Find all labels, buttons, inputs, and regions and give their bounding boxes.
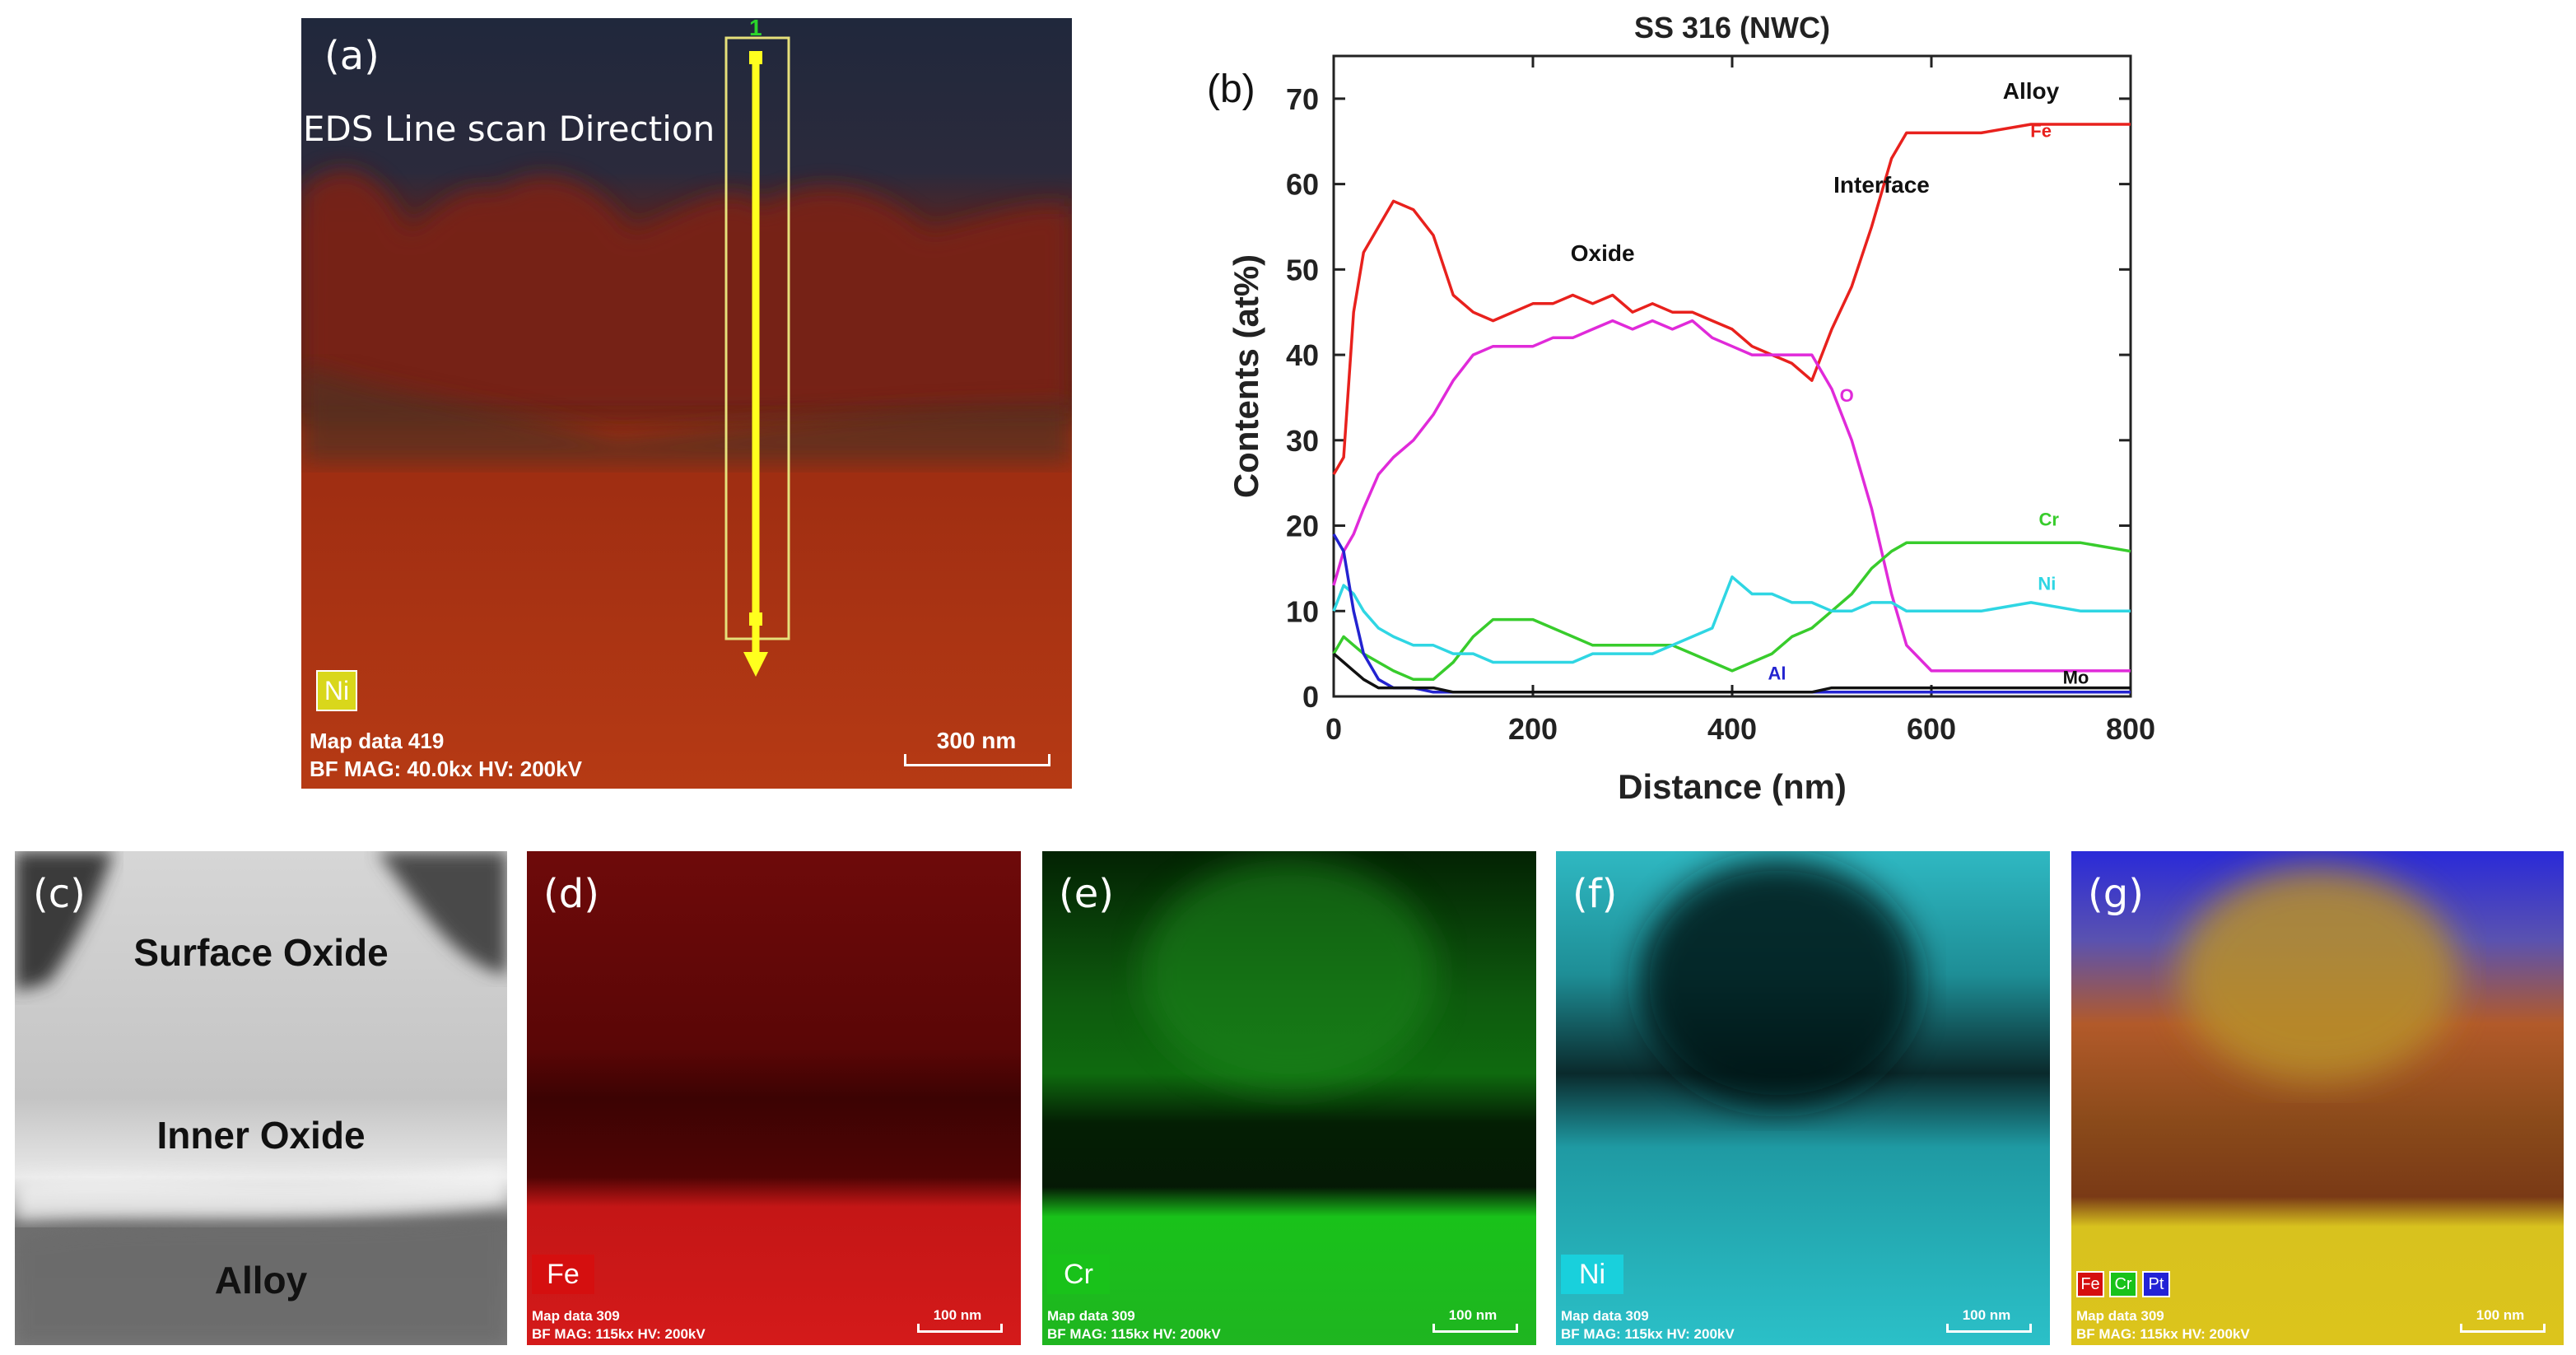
alloy-label: Alloy	[214, 1259, 308, 1301]
legend-ni: Ni	[316, 670, 357, 711]
panel-a-map-info: Map data 419 BF MAG: 40.0kx HV: 200kV	[310, 728, 582, 784]
cr-element-tag: Cr	[1047, 1255, 1110, 1294]
scan-direction-text: EDS Line scan Direction	[303, 109, 715, 149]
x-tick-label: 200	[1508, 712, 1558, 746]
panel-a-eds-map: (a) 1 EDS Line scan Direction Fe Cr Al N…	[301, 18, 1072, 789]
scale-bar	[2460, 1324, 2546, 1333]
series-line-ni	[1332, 575, 2131, 664]
annotation-fe: Fe	[2030, 121, 2052, 142]
series-line-fe	[1332, 123, 2131, 476]
mag-line: BF MAG: 115kx HV: 200kV	[1561, 1326, 1735, 1343]
legend-fe: Fe	[2076, 1271, 2104, 1297]
scale-bar	[917, 1324, 1003, 1333]
scale-label: 100 nm	[1962, 1307, 2011, 1323]
annotation-mo: Mo	[2063, 667, 2089, 687]
scale-bar	[1946, 1324, 2032, 1333]
scale-label: 100 nm	[1448, 1307, 1498, 1323]
map-data-line: Map data 419	[310, 729, 445, 753]
series-line-mo	[1332, 652, 2131, 694]
y-tick-label: 40	[1286, 338, 1319, 372]
annotation-o: O	[1840, 385, 1854, 406]
marker-number: 1	[749, 18, 762, 40]
panel-f-map-info: Map data 309 BF MAG: 115kx HV: 200kV	[1561, 1307, 1735, 1343]
panel-g-image	[2071, 851, 2564, 1345]
x-tick-label: 0	[1325, 712, 1342, 746]
panel-g-map-info: Map data 309 BF MAG: 115kx HV: 200kV	[2076, 1307, 2250, 1343]
map-data-line: Map data 309	[2076, 1308, 2164, 1324]
panel-f-image	[1556, 851, 2050, 1345]
mag-line: BF MAG: 115kx HV: 200kV	[532, 1326, 706, 1343]
y-tick-label: 70	[1286, 82, 1319, 116]
scale-bar	[904, 754, 1050, 766]
panel-f-ni-map: (f) Ni Map data 309 BF MAG: 115kx HV: 20…	[1556, 851, 2050, 1345]
panel-c-image	[15, 851, 507, 1345]
panel-e-map-info: Map data 309 BF MAG: 115kx HV: 200kV	[1047, 1307, 1221, 1343]
panel-a-label: (a)	[324, 33, 380, 79]
panel-c-label: (c)	[33, 871, 86, 917]
panel-d-fe-map: (d) Fe Map data 309 BF MAG: 115kx HV: 20…	[527, 851, 1021, 1345]
panel-f-label: (f)	[1572, 871, 1618, 917]
panel-a-image	[301, 18, 1072, 789]
mag-line: BF MAG: 115kx HV: 200kV	[1047, 1326, 1221, 1343]
x-tick-label: 800	[2106, 712, 2155, 746]
mag-line: BF MAG: 40.0kx HV: 200kV	[310, 756, 582, 781]
chart-title: SS 316 (NWC)	[1634, 11, 1830, 44]
panel-e-cr-map: (e) Cr Map data 309 BF MAG: 115kx HV: 20…	[1042, 851, 1536, 1345]
y-tick-label: 20	[1286, 510, 1319, 543]
annotation-al: Al	[1768, 663, 1786, 683]
panel-e-image	[1042, 851, 1536, 1345]
x-axis-label: Distance (nm)	[1618, 767, 1847, 806]
y-tick-label: 50	[1286, 253, 1319, 286]
map-data-line: Map data 309	[532, 1308, 620, 1324]
panel-b-line-chart: SS 316 (NWC) (b) Distance (nm) Contents (at…	[1207, 11, 2155, 806]
annotation-alloy: Alloy	[2003, 78, 2060, 104]
panel-g-legend: Fe Cr Pt	[2076, 1271, 2170, 1297]
panel-d-label: (d)	[543, 871, 599, 917]
mag-line: BF MAG: 115kx HV: 200kV	[2076, 1326, 2250, 1343]
y-tick-label: 0	[1302, 680, 1319, 714]
map-data-line: Map data 309	[1561, 1308, 1649, 1324]
panel-g-label: (g)	[2088, 871, 2144, 917]
x-tick-label: 400	[1707, 712, 1757, 746]
y-axis-label: Contents (at%)	[1227, 254, 1265, 498]
legend-pt: Pt	[2142, 1271, 2170, 1297]
scale-label: 100 nm	[933, 1307, 982, 1323]
annotation-interface: Interface	[1833, 172, 1930, 198]
y-tick-label: 60	[1286, 168, 1319, 202]
series-line-o	[1332, 319, 2131, 673]
scale-label: 100 nm	[2476, 1307, 2525, 1323]
y-tick-label: 30	[1286, 424, 1319, 458]
panel-g-overlay-map: (g) Fe Cr Pt Map data 309 BF MAG: 115kx …	[2071, 851, 2564, 1345]
plot-frame	[1332, 54, 2132, 698]
scale-label: 300 nm	[936, 728, 1017, 753]
series-line-cr	[1332, 541, 2131, 682]
panel-d-image	[527, 851, 1021, 1345]
fe-element-tag: Fe	[532, 1255, 594, 1294]
annotation-cr: Cr	[2039, 510, 2060, 530]
surface-oxide-label: Surface Oxide	[133, 931, 389, 974]
annotation-ni: Ni	[2038, 573, 2056, 594]
x-tick-label: 600	[1907, 712, 1956, 746]
series-line-al	[1332, 533, 2131, 694]
legend-cr: Cr	[2109, 1271, 2137, 1297]
scale-bar	[1432, 1324, 1518, 1333]
inner-oxide-label: Inner Oxide	[156, 1114, 366, 1157]
y-tick-label: 10	[1286, 594, 1319, 628]
annotation-oxide: Oxide	[1571, 240, 1635, 266]
panel-d-map-info: Map data 309 BF MAG: 115kx HV: 200kV	[532, 1307, 706, 1343]
panel-c-tem-image: (c) Surface Oxide Inner Oxide Alloy	[15, 851, 507, 1345]
map-data-line: Map data 309	[1047, 1308, 1135, 1324]
panel-e-label: (e)	[1059, 871, 1114, 917]
panel-b-label: (b)	[1207, 68, 1255, 111]
ni-element-tag: Ni	[1561, 1255, 1623, 1294]
